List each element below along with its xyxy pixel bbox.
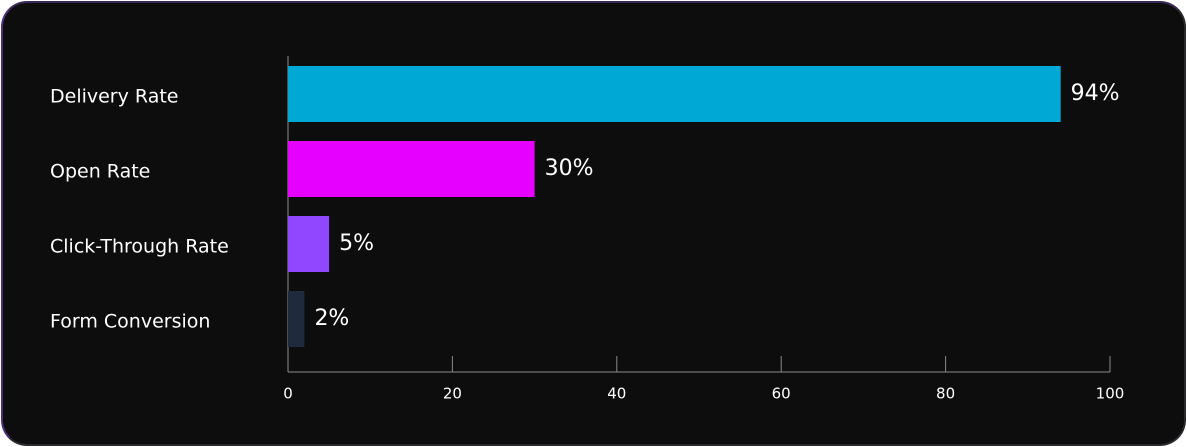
x-tick-label: 20 (443, 385, 462, 403)
bar (288, 66, 1061, 122)
bar (288, 141, 535, 197)
value-label: 5% (339, 231, 374, 256)
value-label: 2% (314, 306, 349, 331)
x-tick-label: 80 (936, 385, 955, 403)
bar (288, 291, 305, 347)
category-label: Click-Through Rate (50, 236, 229, 258)
category-label: Delivery Rate (50, 86, 178, 108)
x-tick-label: 100 (1096, 385, 1125, 403)
value-label: 94% (1071, 81, 1120, 106)
bar (288, 216, 330, 272)
category-label: Form Conversion (50, 311, 210, 333)
value-label: 30% (545, 156, 594, 181)
x-tick-label: 60 (772, 385, 791, 403)
category-label: Open Rate (50, 161, 150, 183)
x-tick-label: 0 (283, 385, 293, 403)
x-tick-label: 40 (607, 385, 626, 403)
